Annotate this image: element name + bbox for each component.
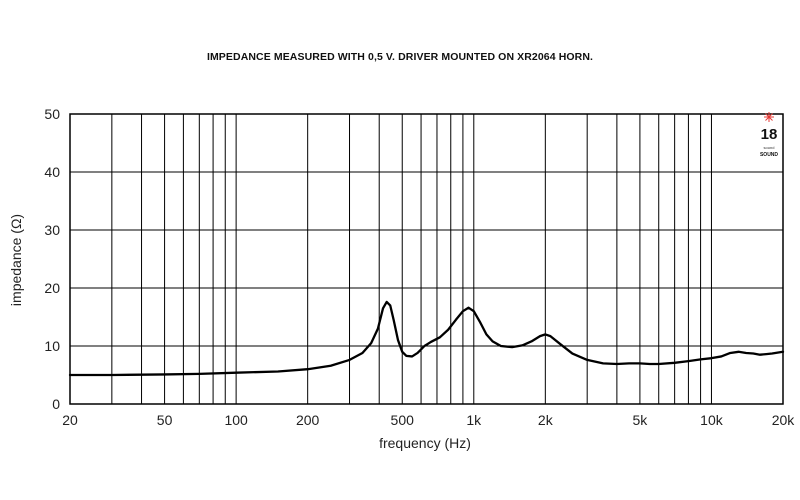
x-tick-label: 5k [633, 412, 649, 428]
y-tick-label: 50 [44, 106, 60, 122]
logo-number: 18 [761, 126, 778, 143]
y-tick-label: 30 [44, 222, 60, 238]
x-tick-label: 20 [62, 412, 78, 428]
y-tick-labels: 0 10 20 30 40 50 [44, 106, 60, 412]
x-tick-label: 100 [224, 412, 248, 428]
x-tick-label: 2k [538, 412, 554, 428]
y-axis-label: impedance (Ω) [8, 214, 24, 306]
x-axis-label: frequency (Hz) [379, 435, 471, 451]
x-tick-label: 500 [391, 412, 415, 428]
brand-logo: 18 sound SOUND [760, 112, 778, 158]
logo-small-text: sound [764, 145, 775, 150]
grid [70, 114, 783, 404]
x-tick-label: 10k [700, 412, 724, 428]
x-tick-label: 1k [466, 412, 482, 428]
y-tick-label: 20 [44, 280, 60, 296]
star-icon [764, 112, 774, 122]
chart-title: IMPEDANCE MEASURED WITH 0,5 V. DRIVER MO… [206, 51, 594, 63]
x-tick-label: 20k [772, 412, 796, 428]
impedance-curve [68, 300, 785, 377]
x-tick-labels: 20 50 100 200 500 1k 2k 5k 10k 20k [62, 412, 795, 428]
logo-brand-text: SOUND [760, 152, 778, 158]
y-tick-label: 10 [44, 338, 60, 354]
x-tick-label: 50 [157, 412, 173, 428]
y-tick-label: 40 [44, 164, 60, 180]
plot-frame [69, 113, 784, 405]
x-tick-label: 200 [296, 412, 320, 428]
y-tick-label: 0 [52, 396, 60, 412]
